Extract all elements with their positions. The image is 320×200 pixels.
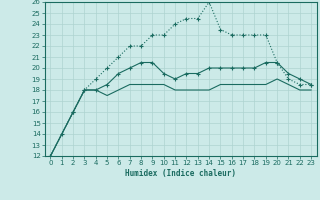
X-axis label: Humidex (Indice chaleur): Humidex (Indice chaleur) [125, 169, 236, 178]
